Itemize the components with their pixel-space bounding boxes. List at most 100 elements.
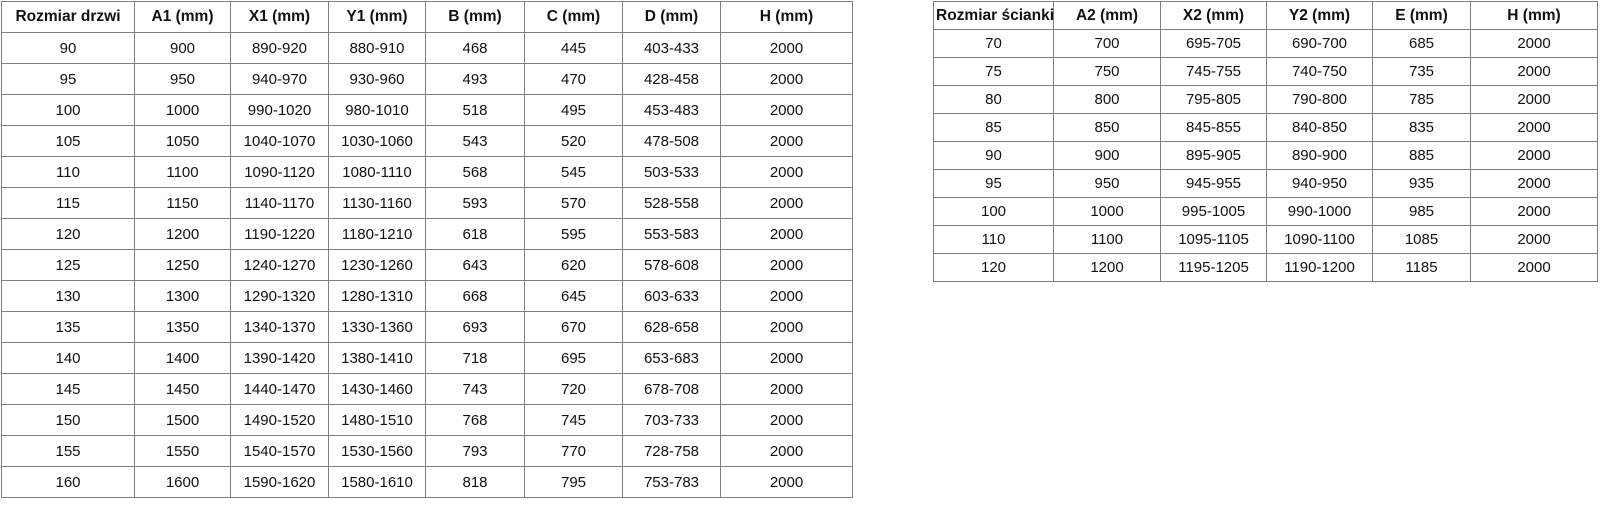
doors-column-header-2: X1 (mm)	[230, 1, 329, 33]
doors-cell: 125	[1, 249, 135, 281]
doors-cell: 1090-1120	[230, 156, 329, 188]
doors-column-header-4: B (mm)	[425, 1, 525, 33]
doors-cell: 150	[1, 404, 135, 436]
doors-cell: 403-433	[622, 32, 721, 64]
walls-cell: 1085	[1372, 225, 1471, 254]
doors-cell: 1600	[134, 466, 231, 498]
doors-cell: 1530-1560	[328, 435, 426, 467]
table-row: 150 1500 1490-1520 1480-1510 768 745 703-733 20…	[1, 404, 853, 436]
doors-cell: 130	[1, 280, 135, 312]
doors-cell: 543	[425, 125, 525, 157]
walls-cell: 2000	[1470, 113, 1598, 142]
doors-cell: 1240-1270	[230, 249, 329, 281]
walls-column-header-2: X2 (mm)	[1160, 1, 1267, 30]
doors-cell: 695	[524, 342, 623, 374]
doors-cell: 940-970	[230, 63, 329, 95]
doors-cell: 1350	[134, 311, 231, 343]
doors-cell: 2000	[720, 311, 853, 343]
doors-cell: 1340-1370	[230, 311, 329, 343]
doors-cell: 570	[524, 187, 623, 219]
doors-column-header-6: D (mm)	[622, 1, 721, 33]
table-row: 140 1400 1390-1420 1380-1410 718 695 653-683 20…	[1, 342, 853, 374]
doors-cell: 950	[134, 63, 231, 95]
doors-column-header-7: H (mm)	[720, 1, 853, 33]
doors-cell: 753-783	[622, 466, 721, 498]
walls-cell: 1000	[1053, 197, 1161, 226]
doors-column-header-5: C (mm)	[524, 1, 623, 33]
doors-cell: 1380-1410	[328, 342, 426, 374]
doors-cell: 718	[425, 342, 525, 374]
doors-cell: 2000	[720, 435, 853, 467]
doors-cell: 100	[1, 94, 135, 126]
doors-cell: 743	[425, 373, 525, 405]
doors-cell: 1080-1110	[328, 156, 426, 188]
doors-cell: 2000	[720, 218, 853, 250]
doors-cell: 1100	[134, 156, 231, 188]
walls-cell: 120	[933, 253, 1054, 282]
doors-cell: 520	[524, 125, 623, 157]
doors-cell: 1230-1260	[328, 249, 426, 281]
doors-column-header-3: Y1 (mm)	[328, 1, 426, 33]
doors-cell: 1000	[134, 94, 231, 126]
doors-cell: 1590-1620	[230, 466, 329, 498]
doors-cell: 428-458	[622, 63, 721, 95]
doors-cell: 2000	[720, 280, 853, 312]
doors-cell: 1550	[134, 435, 231, 467]
walls-cell: 100	[933, 197, 1054, 226]
doors-cell: 528-558	[622, 187, 721, 219]
table-row: 100 1000 995-1005 990-1000 985 2000	[933, 197, 1598, 226]
walls-cell: 750	[1053, 57, 1161, 86]
walls-cell: 1200	[1053, 253, 1161, 282]
table-row: 110 1100 1090-1120 1080-1110 568 545 503-533 20…	[1, 156, 853, 188]
doors-cell: 795	[524, 466, 623, 498]
walls-cell: 735	[1372, 57, 1471, 86]
doors-cell: 518	[425, 94, 525, 126]
walls-cell: 700	[1053, 29, 1161, 58]
table-row: 105 1050 1040-1070 1030-1060 543 520 478-508 20…	[1, 125, 853, 157]
doors-column-header-0: Rozmiar drzwi	[1, 1, 135, 33]
doors-cell: 1440-1470	[230, 373, 329, 405]
walls-cell: 985	[1372, 197, 1471, 226]
doors-cell: 553-583	[622, 218, 721, 250]
doors-table-body: 90 900 890-920 880-910 468 445 403-433 2000 95 95…	[1, 32, 853, 498]
walls-column-header-4: E (mm)	[1372, 1, 1471, 30]
walls-cell: 945-955	[1160, 169, 1267, 198]
walls-cell: 1195-1205	[1160, 253, 1267, 282]
doors-cell: 670	[524, 311, 623, 343]
doors-cell: 745	[524, 404, 623, 436]
walls-cell: 85	[933, 113, 1054, 142]
doors-cell: 1400	[134, 342, 231, 374]
walls-cell: 1190-1200	[1266, 253, 1373, 282]
table-row: 85 850 845-855 840-850 835 2000	[933, 113, 1598, 142]
walls-cell: 800	[1053, 85, 1161, 114]
walls-table-body: 70 700 695-705 690-700 685 2000 75 750 745-755 74…	[933, 29, 1598, 282]
doors-cell: 593	[425, 187, 525, 219]
walls-cell: 840-850	[1266, 113, 1373, 142]
doors-cell: 1050	[134, 125, 231, 157]
walls-cell: 900	[1053, 141, 1161, 170]
table-row: 75 750 745-755 740-750 735 2000	[933, 57, 1598, 86]
doors-cell: 2000	[720, 373, 853, 405]
doors-cell: 2000	[720, 32, 853, 64]
doors-cell: 620	[524, 249, 623, 281]
walls-cell: 75	[933, 57, 1054, 86]
table-row: 120 1200 1190-1220 1180-1210 618 595 553-583 20…	[1, 218, 853, 250]
table-row: 120 1200 1195-1205 1190-1200 1185 2000	[933, 253, 1598, 282]
doors-cell: 545	[524, 156, 623, 188]
walls-cell: 835	[1372, 113, 1471, 142]
doors-cell: 115	[1, 187, 135, 219]
doors-column-header-1: A1 (mm)	[134, 1, 231, 33]
walls-cell: 1100	[1053, 225, 1161, 254]
doors-cell: 135	[1, 311, 135, 343]
doors-cell: 1450	[134, 373, 231, 405]
walls-cell: 2000	[1470, 169, 1598, 198]
doors-cell: 1300	[134, 280, 231, 312]
doors-cell: 1150	[134, 187, 231, 219]
doors-cell: 628-658	[622, 311, 721, 343]
doors-cell: 568	[425, 156, 525, 188]
doors-cell: 1330-1360	[328, 311, 426, 343]
doors-cell: 1130-1160	[328, 187, 426, 219]
walls-cell: 850	[1053, 113, 1161, 142]
walls-table-head: Rozmiar ścianki A2 (mm) X2 (mm) Y2 (mm) E (m…	[933, 1, 1598, 30]
